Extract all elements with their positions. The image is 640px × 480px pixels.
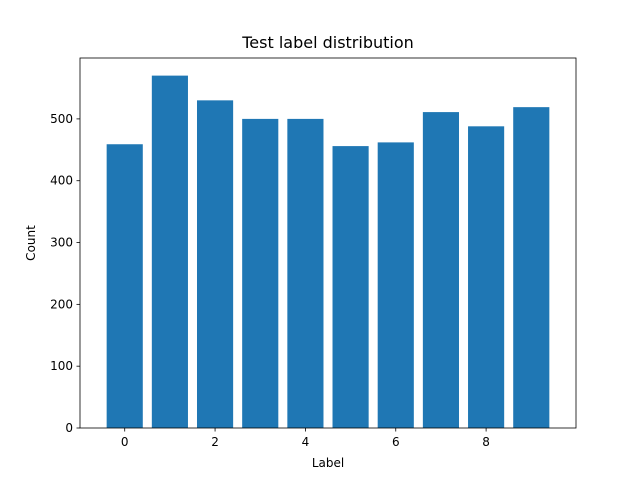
y-tick-label: 200 — [50, 297, 73, 311]
y-axis-ticks: 0 100 200 300 400 500 — [50, 112, 80, 435]
x-tick-label: 2 — [211, 435, 219, 449]
bar-1 — [151, 75, 188, 428]
y-tick-label: 500 — [50, 112, 73, 126]
bar-0 — [106, 144, 143, 428]
bar-2 — [196, 100, 234, 428]
y-tick-label: 300 — [50, 236, 73, 250]
x-tick-label: 4 — [302, 435, 310, 449]
x-axis-label: Label — [312, 456, 344, 470]
y-tick-label: 0 — [65, 421, 73, 435]
x-tick-label: 6 — [392, 435, 400, 449]
y-tick-label: 400 — [50, 174, 73, 188]
x-tick-label: 8 — [482, 435, 490, 449]
plot-frame — [79, 57, 577, 429]
bar-7 — [422, 112, 460, 428]
chart-title: Test label distribution — [241, 33, 414, 52]
bar-6 — [377, 142, 414, 428]
x-tick-label: 0 — [121, 435, 129, 449]
bar-8 — [468, 126, 505, 429]
bar-3 — [242, 118, 279, 429]
bar-5 — [332, 146, 369, 428]
bar-9 — [513, 107, 550, 428]
y-axis-label: Count — [24, 225, 38, 261]
y-tick-label: 100 — [50, 359, 73, 373]
bar-4 — [287, 118, 324, 429]
x-axis-ticks: 0 2 4 6 8 — [121, 428, 490, 449]
bars-group — [106, 75, 550, 429]
